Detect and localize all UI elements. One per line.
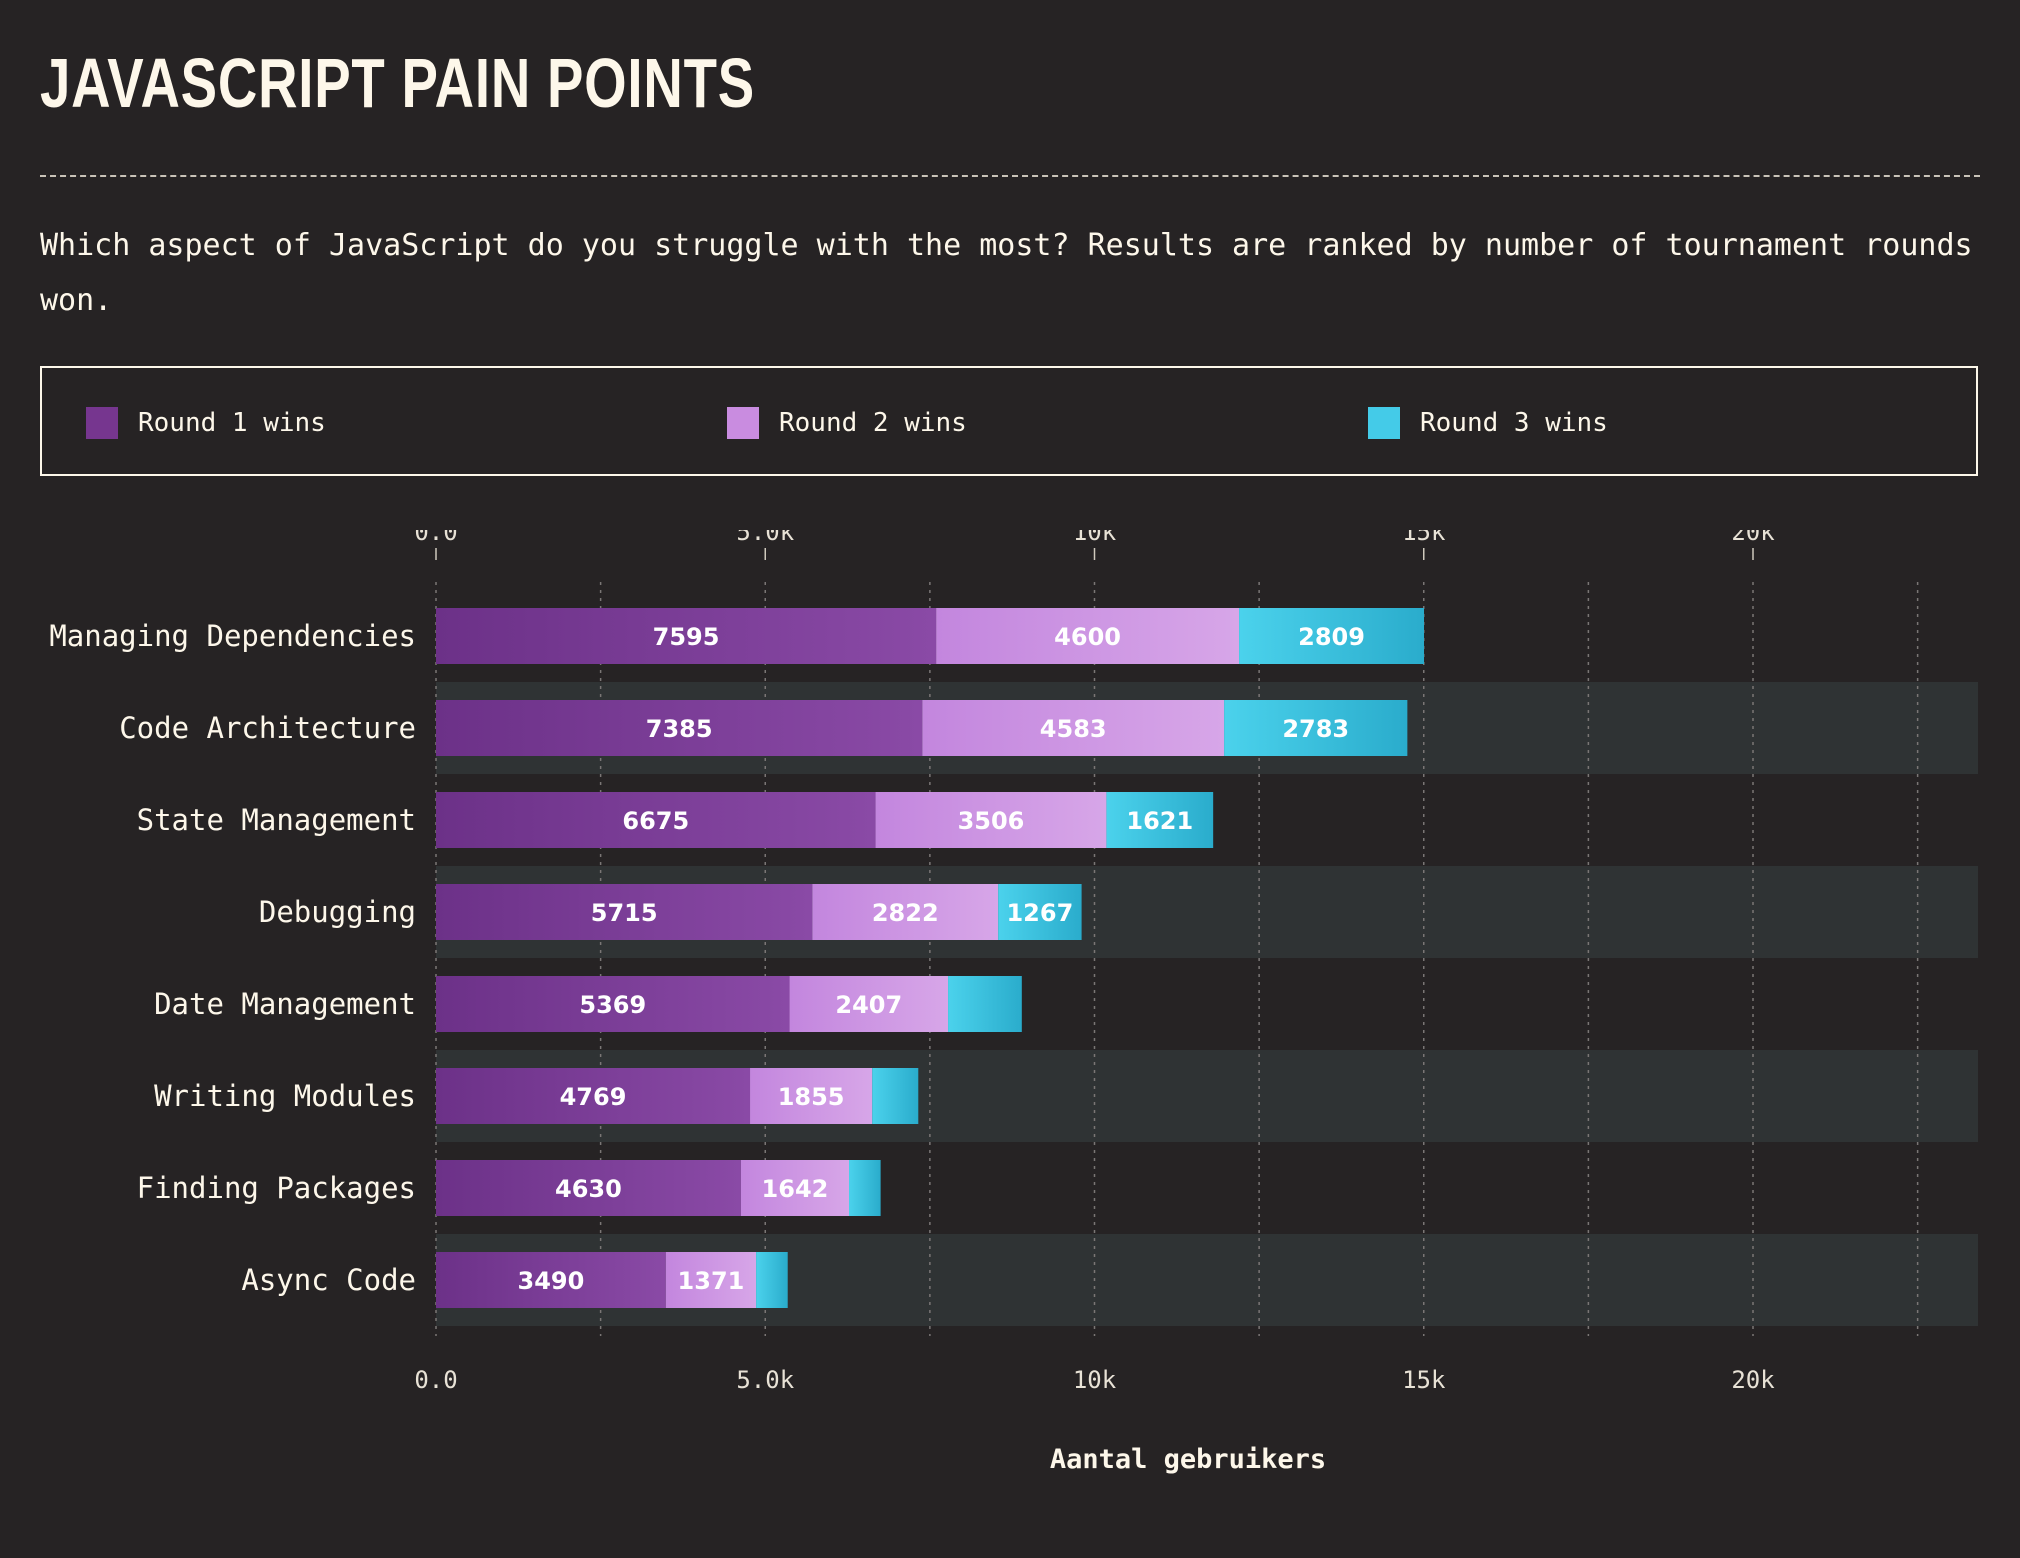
bar-segment [436,976,790,1032]
bar-segment [812,884,999,940]
legend-swatch-round-1 [86,407,118,439]
data-label: 4600 [1054,623,1121,651]
data-label: 2407 [835,991,902,1019]
x-tick-label-bottom: 0.0 [414,1366,457,1394]
legend-swatch-round-2 [727,407,759,439]
category-label: Date Management [154,987,416,1021]
legend-item-round-3[interactable]: Round 3 wins [1368,406,1608,440]
data-label: 3506 [958,807,1025,835]
data-label: 7385 [646,715,713,743]
bar-segment [740,1160,850,1216]
data-label: 4630 [555,1175,622,1203]
x-tick-label-top: 15k [1402,530,1446,546]
x-tick-label-top: 0.0 [414,530,457,546]
bar-segment [436,1252,666,1308]
bar-segment [998,884,1082,940]
legend-item-round-1[interactable]: Round 1 wins [86,406,326,440]
data-label: 4583 [1040,715,1107,743]
data-label: 2783 [1282,715,1349,743]
data-label: 5369 [579,991,646,1019]
title-divider [40,175,1980,177]
stacked-bar-chart: 0.0 0.0 5.0k 5.0k 10k 10k 15k 15k 20k 20k Managing… [49,530,1978,1475]
bar-segment [849,1160,881,1216]
legend: Round 1 wins Round 2 wins Round 3 wins [40,366,1978,476]
category-label: Writing Modules [154,1079,416,1113]
bar-segment [665,1252,757,1308]
x-tick-label-bottom: 20k [1731,1366,1775,1394]
x-tick-label-top: 5.0k [736,530,794,546]
labels: 0.0 0.0 5.0k 5.0k 10k 10k 15k 15k 20k 20k Managing… [49,530,1775,1394]
bar-segment [789,976,949,1032]
bar-segment [750,1068,873,1124]
bar-segment [875,792,1107,848]
data-label: 1642 [762,1175,829,1203]
data-label: 6675 [622,807,689,835]
bars [436,608,1425,1308]
x-tick-label-bottom: 10k [1073,1366,1117,1394]
data-label: 1267 [1006,899,1073,927]
data-label: 7595 [653,623,720,651]
data-label: 1855 [778,1083,845,1111]
legend-item-round-2[interactable]: Round 2 wins [727,406,967,440]
bar-segment [436,884,813,940]
x-axis-title: Aantal gebruikers [1050,1444,1326,1475]
category-label: Async Code [241,1263,416,1297]
data-label: 4769 [560,1083,627,1111]
bar-segment [436,1160,741,1216]
category-label: Finding Packages [137,1171,416,1205]
category-label: Code Architecture [119,711,416,745]
category-label: Debugging [259,895,416,929]
chart-subtitle: Which aspect of JavaScript do you strugg… [40,228,1973,318]
category-label: State Management [137,803,416,837]
bar-segment [436,1068,751,1124]
bar-segment [1224,700,1408,756]
bar-segment [1106,792,1214,848]
bar-segment [436,700,923,756]
page-title: JAVASCRIPT PAIN POINTS [40,44,755,122]
x-tick-label-top: 10k [1073,530,1117,546]
x-tick-label-top: 20k [1731,530,1775,546]
bar-segment [936,608,1240,664]
legend-label-round-1: Round 1 wins [138,408,326,438]
row-bands [436,682,1978,1326]
data-label: 5715 [591,899,658,927]
bar-segment [436,792,876,848]
x-tick-label-bottom: 5.0k [736,1366,794,1394]
legend-label-round-3: Round 3 wins [1420,408,1608,438]
bar-segment [756,1252,788,1308]
data-label: 1621 [1126,807,1193,835]
legend-swatch-round-3 [1368,407,1400,439]
legend-label-round-2: Round 2 wins [779,408,967,438]
bar-segment [1239,608,1425,664]
x-tick-label-bottom: 15k [1402,1366,1446,1394]
gridlines [435,548,1919,1336]
category-label: Managing Dependencies [49,619,416,653]
bar-segment [948,976,1022,1032]
data-label: 3490 [518,1267,585,1295]
bar-segment [922,700,1225,756]
data-label: 1371 [678,1267,745,1295]
data-label: 2822 [872,899,939,927]
data-label: 2809 [1298,623,1365,651]
bar-segment [872,1068,919,1124]
bar-segment [436,608,937,664]
